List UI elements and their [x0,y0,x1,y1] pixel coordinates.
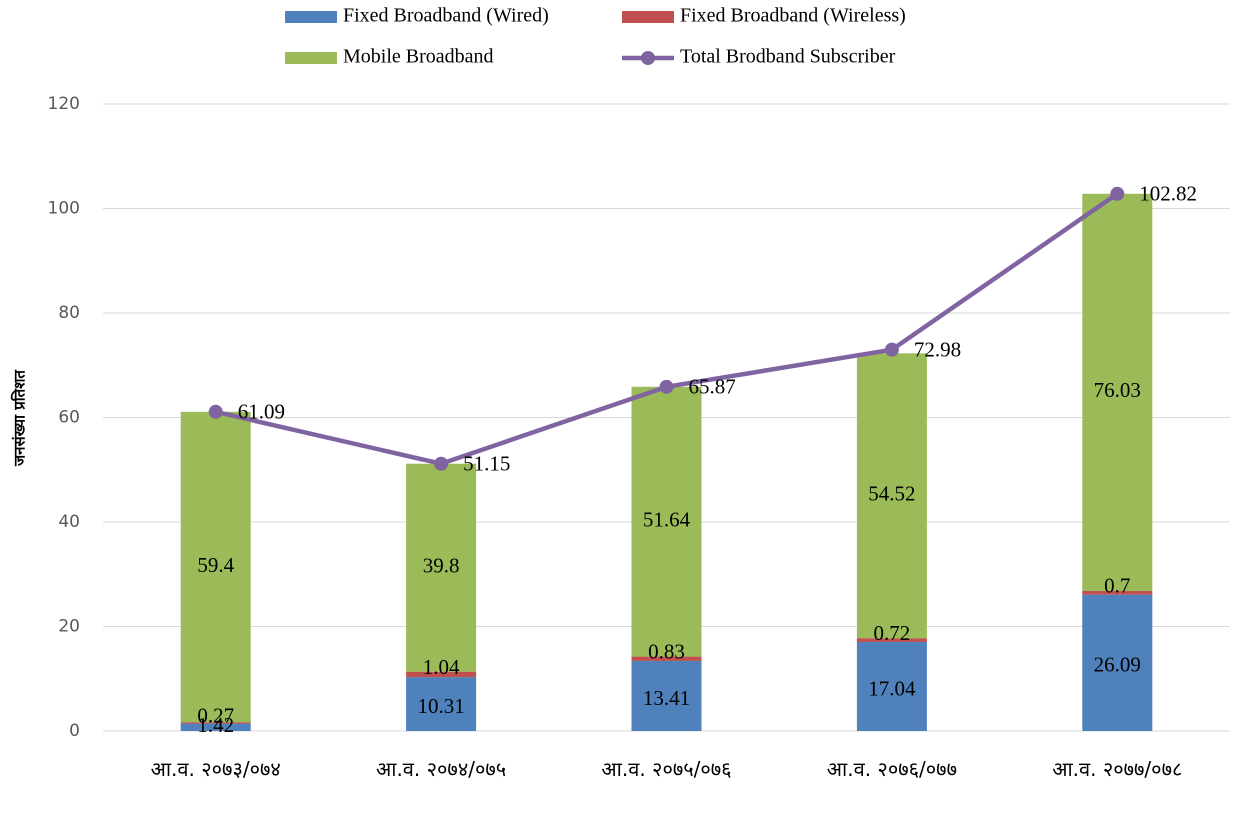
bar-segment [1082,594,1153,731]
data-label: 39.8 [423,554,460,578]
x-tick-label: आ.व. २०७३/०७४ [150,757,281,781]
data-label: 0.27 [197,704,234,728]
bar-segment [856,353,927,639]
data-label: 0.7 [1104,574,1130,598]
bar-segment [631,386,702,657]
bar-segment [406,671,477,678]
data-label: 61.09 [238,400,285,424]
y-tick-label: 100 [48,199,80,219]
data-label: 65.87 [689,375,736,399]
y-tick-label: 20 [58,617,80,637]
bar-segment [1082,591,1153,595]
bar-segment [180,723,251,731]
legend-label: Fixed Broadband (Wireless) [680,5,906,27]
bar-segment [1082,193,1153,592]
data-label: 51.64 [643,507,691,531]
data-label: 51.15 [463,452,510,476]
legend-swatch [622,11,674,23]
data-label: 59.4 [197,553,234,577]
legend-label: Fixed Broadband (Wired) [343,5,549,27]
bar-segment [631,656,702,661]
data-label: 17.04 [868,676,916,700]
y-tick-label: 40 [58,512,80,532]
x-tick-label: आ.व. २०७४/०७५ [376,757,507,781]
data-label: 1.04 [423,655,460,679]
line-marker [434,456,449,471]
data-label: 102.82 [1139,182,1197,206]
x-tick-label: आ.व. २०७६/०७७ [826,757,957,781]
line-marker [659,379,674,394]
data-label: 0.83 [648,640,685,664]
bar-segment [180,411,251,723]
x-tick-label: आ.व. २०७७/०७८ [1052,757,1183,781]
bar-segment [180,722,251,724]
bar-segment [406,677,477,731]
data-label: 76.03 [1094,378,1141,402]
data-label: 13.41 [643,686,690,710]
legend-swatch [641,51,655,65]
x-tick-label: आ.व. २०७५/०७६ [601,757,732,781]
line-marker [1110,186,1125,201]
data-label: 72.98 [914,337,961,361]
y-axis-label: जनसंख्या प्रतिशत [11,369,29,467]
data-label: 1.42 [197,713,234,737]
data-label: 10.31 [417,694,464,718]
bar-segment [856,641,927,731]
y-tick-label: 120 [48,94,80,114]
legend-label: Total Brodband Subscriber [680,46,896,68]
legend-label: Mobile Broadband [343,46,494,68]
bar-segment [406,463,477,672]
data-label: 26.09 [1094,653,1141,677]
data-label: 0.72 [874,621,911,645]
bar-segment [631,660,702,731]
y-tick-label: 0 [69,721,80,741]
y-tick-label: 80 [58,303,80,323]
legend-swatch [285,11,337,23]
bar-segment [856,638,927,642]
line-marker [208,404,223,419]
data-label: 54.52 [868,482,915,506]
legend-swatch [285,52,337,64]
y-tick-label: 60 [58,408,80,428]
line-marker [884,342,899,357]
